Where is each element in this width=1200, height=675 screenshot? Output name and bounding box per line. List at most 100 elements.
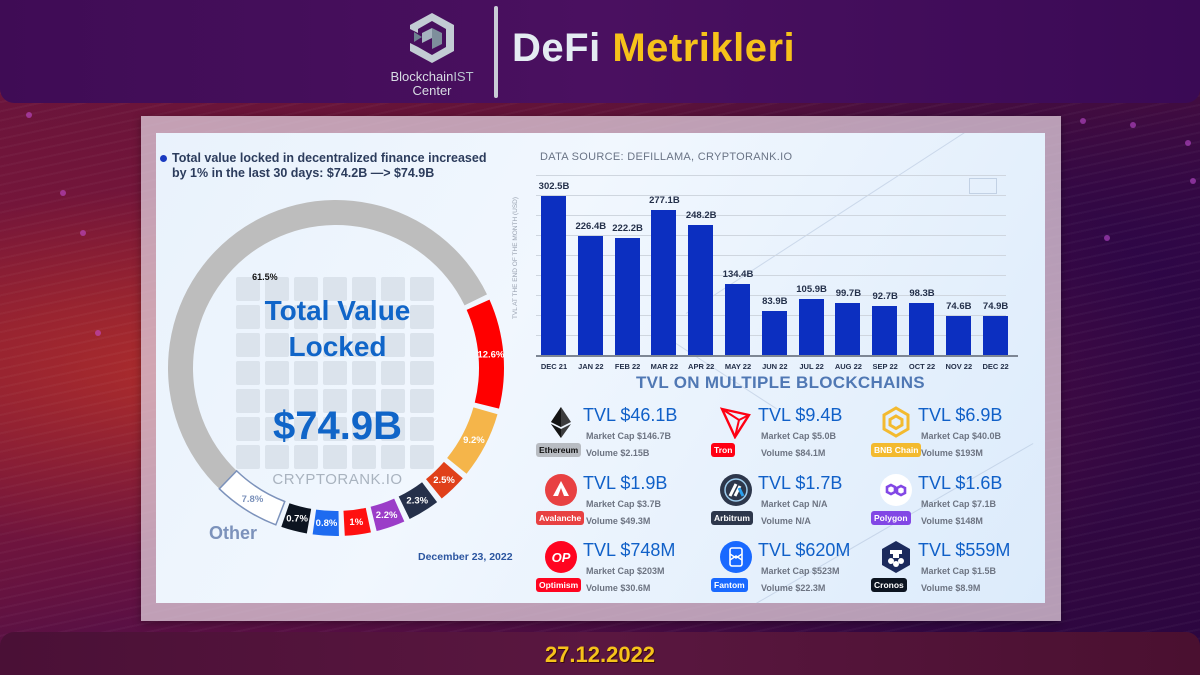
bar <box>725 284 750 355</box>
grid-cell <box>294 417 318 441</box>
x-tick-label: DEC 21 <box>540 362 568 371</box>
bar-value-label: 99.7B <box>835 287 862 299</box>
grid-cell <box>323 277 347 301</box>
chain-name-badge: Polygon <box>871 511 911 525</box>
donut-segment <box>281 503 312 534</box>
grid-cell <box>352 361 376 385</box>
bar <box>982 315 1008 355</box>
grid-cell <box>236 305 260 329</box>
donut-segment-label: 0.8% <box>316 518 338 529</box>
donut-segment <box>425 461 463 499</box>
chain-name-badge: BNB Chain <box>871 443 922 457</box>
bar-value-label: 74.9B <box>982 300 1009 312</box>
chain-card-optimism: OP Optimism TVL $748M Market Cap $203M Volum… <box>536 540 706 598</box>
grid-cell <box>265 333 289 357</box>
polygon-icon <box>879 473 913 507</box>
chain-card-cronos: Cronos TVL $559M Market Cap $1.5B Volume $8… <box>871 540 1041 598</box>
chain-volume: Volume $22.3M <box>761 583 826 593</box>
chain-card-tron: Tron TVL $9.4B Market Cap $5.0B Volume $84.… <box>711 405 881 463</box>
grid-cell <box>265 305 289 329</box>
x-tick-label: FEB 22 <box>614 362 641 371</box>
data-source: DATA SOURCE: DEFILLAMA, CRYPTORANK.IO <box>540 151 793 163</box>
background-dot <box>60 190 66 196</box>
bar <box>651 209 677 355</box>
header-divider <box>494 6 498 98</box>
blockchainist-logo: BlockchainIST Center <box>390 10 474 100</box>
grid-cell <box>265 277 289 301</box>
chain-volume: Volume $84.1M <box>761 448 826 458</box>
donut-segment <box>218 469 286 526</box>
chain-tvl: TVL $1.6B <box>918 473 1003 493</box>
headline: Total value locked in decentralized fina… <box>160 151 490 181</box>
grid-cell <box>352 389 376 413</box>
grid-cell <box>236 361 260 385</box>
grid-cell <box>410 277 434 301</box>
chain-market-cap: Market Cap $7.1B <box>921 499 997 509</box>
grid-cell <box>381 445 405 469</box>
x-tick-label: OCT 22 <box>908 362 936 371</box>
grid-cell <box>410 361 434 385</box>
chain-volume: Volume $148M <box>921 516 983 526</box>
bar-value-label: 302.5B <box>538 181 570 193</box>
bar <box>872 306 898 355</box>
grid-cell <box>294 361 318 385</box>
grid-cell <box>236 389 260 413</box>
y-axis-label: TVL AT THE END OF THE MONTH (USD) <box>512 196 519 320</box>
chain-volume: Volume N/A <box>761 516 811 526</box>
bar-value-label: 248.2B <box>685 209 717 221</box>
grid-cell <box>410 389 434 413</box>
donut-segment-label: 9.2% <box>463 435 485 446</box>
chain-name-badge: Ethereum <box>536 443 582 457</box>
avalanche-icon <box>544 473 578 507</box>
background-dot <box>1190 178 1196 184</box>
bar-value-label: 222.2B <box>612 223 643 235</box>
grid-cell <box>323 305 347 329</box>
gridline <box>536 255 1006 256</box>
bar <box>688 224 714 355</box>
x-tick-label: APR 22 <box>688 362 715 371</box>
bar <box>541 196 566 355</box>
gridline <box>536 195 1006 196</box>
x-tick-label: NOV 22 <box>945 362 973 371</box>
grid-cell <box>323 445 347 469</box>
bar-value-label: 74.6B <box>946 300 972 312</box>
x-tick-label: AUG 22 <box>834 362 862 371</box>
donut-segment-label: 61.5% <box>252 272 278 282</box>
grid-cell <box>381 361 405 385</box>
monthly-tvl-bar-chart: 302.5B DEC 21 226.4B JAN 22 222.2B FEB 22 277.… <box>536 173 1026 371</box>
cube-hexagon-icon <box>410 13 454 63</box>
chains-title: TVL ON MULTIPLE BLOCKCHAINS <box>636 373 925 392</box>
header-bar: BlockchainIST Center DeFi Metrikleri <box>0 0 1200 103</box>
chain-market-cap: Market Cap $40.0B <box>921 431 1002 441</box>
bar-value-label: 92.7B <box>872 291 898 303</box>
donut-center-value: $74.9B <box>273 404 402 448</box>
chain-tvl: TVL $620M <box>758 540 851 560</box>
ethereum-icon <box>544 405 578 439</box>
background-dot <box>1185 140 1191 146</box>
gridline <box>536 215 1006 216</box>
infographic-card: Total value locked in decentralized fina… <box>156 133 1045 603</box>
grid-cell <box>381 333 405 357</box>
grid-cell <box>352 305 376 329</box>
grid-cell <box>323 417 347 441</box>
grid-cell <box>265 389 289 413</box>
chain-card-polygon: Polygon TVL $1.6B Market Cap $7.1B Volume $… <box>871 473 1041 531</box>
chain-market-cap: Market Cap $1.5B <box>921 566 997 576</box>
bar <box>909 303 934 355</box>
chain-market-cap: Market Cap N/A <box>761 499 828 509</box>
tron-icon <box>719 405 753 440</box>
chain-market-cap: Market Cap $5.0B <box>761 431 837 441</box>
grid-cell <box>352 417 376 441</box>
chain-name-badge: Avalanche <box>536 511 585 525</box>
footer-date: 27.12.2022 <box>544 642 656 667</box>
gridline <box>536 175 1006 176</box>
grid-cell <box>352 445 376 469</box>
gridline <box>536 235 1006 236</box>
cryptorank-watermark-grid <box>236 277 439 477</box>
background-dot <box>1104 235 1110 241</box>
grid-cell <box>323 361 347 385</box>
svg-text:OP: OP <box>552 550 571 565</box>
background-dot <box>26 112 32 118</box>
x-tick-label: JAN 22 <box>578 362 604 371</box>
chain-tvl: TVL $748M <box>583 540 676 560</box>
